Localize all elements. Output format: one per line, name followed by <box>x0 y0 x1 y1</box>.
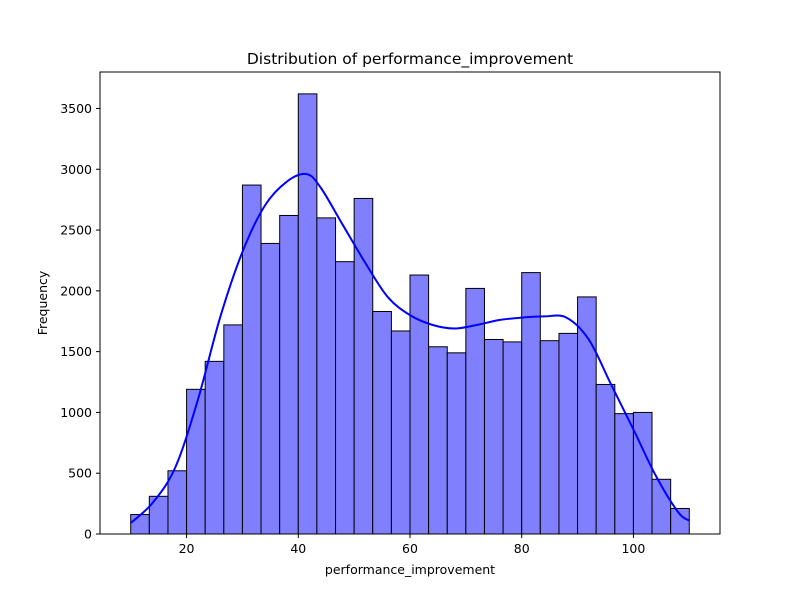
histogram-bar <box>595 383 616 535</box>
histogram-bar <box>483 338 504 535</box>
x-tick-label: 20 <box>179 541 195 556</box>
histogram-bar <box>632 411 653 535</box>
histogram-bar <box>279 214 299 535</box>
kde-curve <box>130 172 690 524</box>
y-axis-ticks: 0 500 1000 1500 2000 2500 3000 3500 <box>60 101 100 542</box>
y-tick-label: 1000 <box>60 405 92 420</box>
x-tick-label: 100 <box>621 541 645 556</box>
histogram-bar <box>670 507 690 535</box>
histogram-bar <box>539 340 560 535</box>
histogram-bar <box>167 470 188 535</box>
histogram-bar <box>521 272 541 535</box>
bars-group <box>130 93 690 535</box>
y-tick-label: 2000 <box>60 283 92 298</box>
histogram-bar <box>186 388 206 535</box>
histogram-bar <box>260 242 281 535</box>
y-tick-label: 0 <box>84 527 92 542</box>
y-tick-label: 3500 <box>60 101 92 116</box>
y-tick-label: 3000 <box>60 162 92 177</box>
histogram-bar <box>502 341 523 535</box>
y-axis-label: Frequency <box>35 270 50 335</box>
histogram-bar <box>390 330 411 535</box>
y-tick-label: 2500 <box>60 223 92 238</box>
histogram-bar <box>614 413 634 535</box>
histogram-bar <box>372 311 392 535</box>
y-tick-label: 1500 <box>60 344 92 359</box>
histogram-bar <box>316 217 337 535</box>
histogram-bar <box>577 296 597 535</box>
y-tick-label: 500 <box>68 466 92 481</box>
x-axis-ticks: 20 40 60 80 100 <box>179 534 645 556</box>
histogram-bar <box>446 352 467 535</box>
histogram-bar <box>409 274 430 535</box>
histogram-bar <box>148 495 169 535</box>
x-axis-label: performance_improvement <box>325 562 495 577</box>
x-tick-label: 80 <box>514 541 530 556</box>
chart-title: Distribution of performance_improvement <box>247 50 573 69</box>
histogram-bar <box>335 261 355 535</box>
histogram-bar <box>223 324 243 535</box>
histogram-bar <box>130 514 150 535</box>
histogram-bar <box>428 346 448 535</box>
histogram-bar <box>241 184 262 535</box>
histogram-bar <box>558 332 579 535</box>
histogram-bar <box>204 360 225 535</box>
histogram-bar <box>297 93 318 535</box>
x-tick-label: 40 <box>290 541 306 556</box>
x-tick-label: 60 <box>402 541 418 556</box>
